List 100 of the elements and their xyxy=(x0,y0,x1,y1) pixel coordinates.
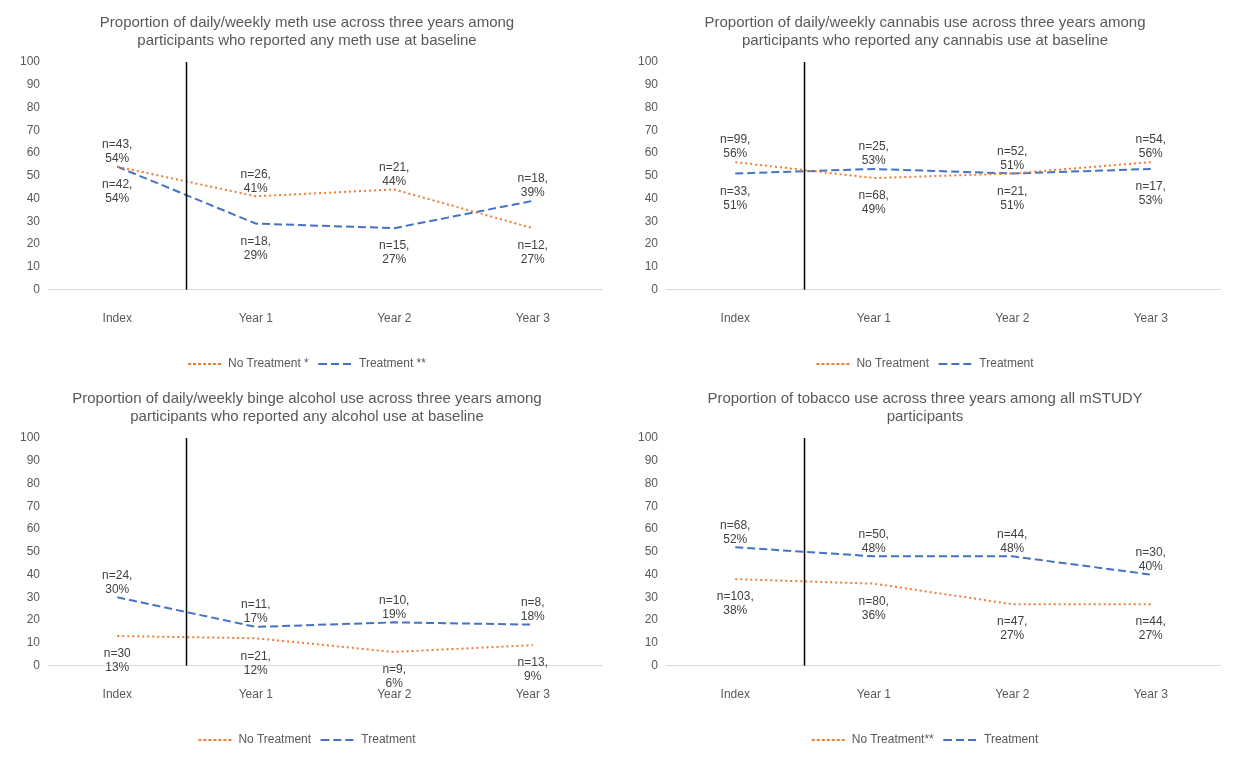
y-tick-label: 30 xyxy=(26,213,41,228)
y-tick-label: 0 xyxy=(651,281,659,296)
y-tick-label: 20 xyxy=(26,612,41,627)
legend-label: No Treatment** xyxy=(851,732,935,747)
y-tick-label: 90 xyxy=(644,453,659,468)
x-tick-label: Year 3 xyxy=(515,687,551,702)
data-label: n=8, 18% xyxy=(520,594,546,623)
y-tick-label: 30 xyxy=(26,589,41,604)
chart-title: Proportion of tobacco use across three years among all mSTUDY participants xyxy=(707,389,1143,425)
x-tick-label: Year 1 xyxy=(238,687,274,702)
data-label: n=15, 27% xyxy=(379,238,410,267)
data-label: n=68, 49% xyxy=(858,188,889,217)
data-label: n=12, 27% xyxy=(517,238,548,267)
y-tick-label: 10 xyxy=(644,635,659,650)
data-label: n=30 13% xyxy=(103,646,132,675)
x-tick-label: Year 3 xyxy=(1133,687,1169,702)
x-tick-label: Year 3 xyxy=(515,311,551,326)
data-label: n=13, 9% xyxy=(517,655,548,684)
y-tick-label: 100 xyxy=(637,430,659,445)
y-tick-label: 80 xyxy=(644,99,659,114)
data-label: n=10, 19% xyxy=(379,592,410,621)
y-tick-label: 90 xyxy=(644,77,659,92)
data-label: n=21, 51% xyxy=(997,183,1028,212)
data-label: n=21, 12% xyxy=(240,648,271,677)
data-label: n=103, 38% xyxy=(716,589,754,618)
y-tick-label: 40 xyxy=(644,566,659,581)
y-tick-label: 40 xyxy=(26,190,41,205)
y-tick-label: 20 xyxy=(26,236,41,251)
y-tick-label: 100 xyxy=(19,54,41,69)
y-tick-label: 10 xyxy=(644,259,659,274)
y-tick-label: 60 xyxy=(644,521,659,536)
legend-label: Treatment xyxy=(979,356,1035,371)
y-tick-label: 70 xyxy=(26,122,41,137)
data-label: n=17, 53% xyxy=(1135,179,1166,208)
data-label: n=11, 17% xyxy=(241,597,271,626)
x-tick-label: Year 1 xyxy=(856,311,892,326)
data-label: n=18, 39% xyxy=(517,171,548,200)
data-label: n=25, 53% xyxy=(858,139,889,168)
data-label: n=24, 30% xyxy=(102,567,133,596)
y-tick-label: 80 xyxy=(644,475,659,490)
y-tick-label: 100 xyxy=(19,430,41,445)
x-tick-label: Index xyxy=(102,687,132,702)
y-tick-label: 70 xyxy=(644,498,659,513)
y-tick-label: 20 xyxy=(644,612,659,627)
y-tick-label: 70 xyxy=(26,498,41,513)
y-tick-label: 60 xyxy=(644,145,659,160)
y-tick-label: 50 xyxy=(26,544,41,559)
data-label: n=54, 56% xyxy=(1135,132,1166,161)
legend-label: Treatment xyxy=(361,732,417,747)
legend-label: No Treatment xyxy=(238,732,312,747)
data-label: n=50, 48% xyxy=(858,526,889,555)
data-label: n=44, 27% xyxy=(1135,614,1166,643)
y-tick-label: 30 xyxy=(644,589,659,604)
legend-label: Treatment ** xyxy=(359,356,427,371)
y-tick-label: 30 xyxy=(644,213,659,228)
y-tick-label: 40 xyxy=(26,566,41,581)
legend-label: No Treatment * xyxy=(228,356,310,371)
y-tick-label: 50 xyxy=(26,168,41,183)
y-tick-label: 80 xyxy=(26,475,41,490)
y-tick-label: 10 xyxy=(26,635,41,650)
y-tick-label: 70 xyxy=(644,122,659,137)
y-tick-label: 80 xyxy=(26,99,41,114)
y-tick-label: 90 xyxy=(26,453,41,468)
data-label: n=26, 41% xyxy=(240,166,271,195)
y-tick-label: 0 xyxy=(33,281,41,296)
y-tick-label: 40 xyxy=(644,190,659,205)
y-tick-label: 0 xyxy=(33,657,41,672)
y-tick-label: 50 xyxy=(644,544,659,559)
data-label: n=42, 54% xyxy=(102,177,133,206)
data-label: n=33, 51% xyxy=(720,183,751,212)
x-tick-label: Year 1 xyxy=(238,311,274,326)
chart-title: Proportion of daily/weekly binge alcohol use across three years among participants who reported any alcohol use at baseline xyxy=(72,389,542,425)
y-tick-label: 20 xyxy=(644,236,659,251)
x-tick-label: Year 2 xyxy=(377,311,412,326)
y-tick-label: 60 xyxy=(26,521,41,536)
y-tick-label: 90 xyxy=(26,77,41,92)
x-tick-label: Year 2 xyxy=(995,311,1030,326)
y-tick-label: 60 xyxy=(26,145,41,160)
x-tick-label: Year 2 xyxy=(995,687,1030,702)
data-label: n=43, 54% xyxy=(102,137,133,166)
x-tick-label: Year 2 xyxy=(377,687,412,702)
y-tick-label: 50 xyxy=(644,168,659,183)
x-tick-label: Year 3 xyxy=(1133,311,1169,326)
chart-title: Proportion of daily/weekly cannabis use across three years among participants who reported any cannabis use at baseline xyxy=(704,13,1146,49)
x-tick-label: Index xyxy=(720,687,750,702)
data-label: n=18, 29% xyxy=(240,233,271,262)
x-tick-label: Index xyxy=(720,311,750,326)
data-label: n=30, 40% xyxy=(1135,544,1166,573)
y-tick-label: 10 xyxy=(26,259,41,274)
y-tick-label: 0 xyxy=(651,657,659,672)
data-label: n=52, 51% xyxy=(997,143,1028,172)
x-tick-label: Year 1 xyxy=(856,687,892,702)
data-label: n=99, 56% xyxy=(720,132,751,161)
data-label: n=47, 27% xyxy=(997,614,1028,643)
data-label: n=21, 44% xyxy=(379,159,410,188)
y-tick-label: 100 xyxy=(637,54,659,69)
data-label: n=68, 52% xyxy=(720,517,751,546)
legend-label: No Treatment xyxy=(856,356,930,371)
x-tick-label: Index xyxy=(102,311,132,326)
legend-label: Treatment xyxy=(984,732,1039,747)
